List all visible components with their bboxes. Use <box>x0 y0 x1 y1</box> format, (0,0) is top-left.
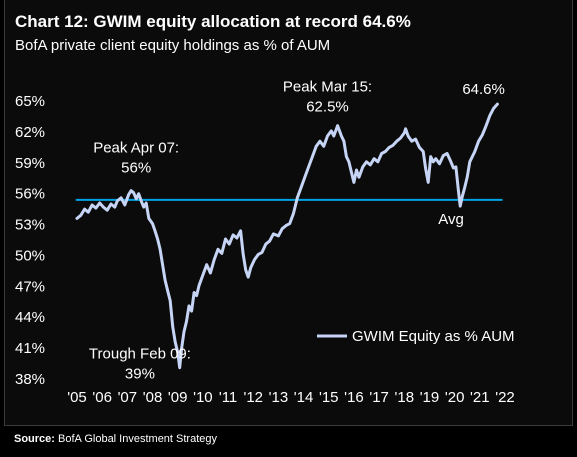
x-tick-label: '08 <box>143 389 163 406</box>
y-tick-label: 47% <box>15 278 45 295</box>
x-tick-label: '11 <box>219 389 237 406</box>
chart-svg: Chart 12: GWIM equity allocation at reco… <box>15 12 515 406</box>
x-tick-label: '17 <box>369 389 389 406</box>
chart-subtitle: BofA private client equity holdings as %… <box>15 37 330 54</box>
x-tick-label: '06 <box>92 389 112 406</box>
x-tick-label: '13 <box>269 389 289 406</box>
annotation-trough-feb09-label: Trough Feb 09: <box>89 346 191 363</box>
x-tick-label: '12 <box>243 389 263 406</box>
chart-title: Chart 12: GWIM equity allocation at reco… <box>15 12 411 31</box>
annotation-latest-value: 64.6% <box>462 81 505 98</box>
y-tick-label: 65% <box>15 93 45 110</box>
source-text: BofA Global Investment Strategy <box>58 433 218 445</box>
average-label: Avg <box>438 211 464 228</box>
y-axis-ticks: 38% 41% 44% 47% 50% 53% 56% 59% 62% 65% <box>15 93 45 388</box>
annotation-peak-apr07-value: 56% <box>121 160 151 177</box>
x-tick-label: '16 <box>344 389 364 406</box>
x-tick-label: '21 <box>470 389 490 406</box>
legend: GWIM Equity as % AUM <box>317 328 515 345</box>
x-axis-ticks: '05 '06 '07 '08 '09 '10 '11 '12 '13 '14 '15 '16 '17 '… <box>67 389 515 406</box>
annotation-peak-apr07-label: Peak Apr 07: <box>93 140 179 157</box>
x-tick-label: '19 <box>420 389 440 406</box>
y-tick-label: 50% <box>15 247 45 264</box>
annotation-peak-mar15-label: Peak Mar 15: <box>283 79 372 96</box>
source-note: Source: BofA Global Investment Strategy <box>14 433 217 445</box>
y-tick-label: 38% <box>15 371 45 388</box>
x-tick-label: '20 <box>445 389 465 406</box>
y-tick-label: 56% <box>15 186 45 203</box>
x-tick-label: '14 <box>294 389 314 406</box>
y-tick-label: 53% <box>15 217 45 234</box>
x-tick-label: '18 <box>395 389 415 406</box>
x-tick-label: '22 <box>495 389 515 406</box>
y-tick-label: 59% <box>15 155 45 172</box>
annotation-trough-feb09-value: 39% <box>125 366 155 383</box>
x-tick-label: '15 <box>319 389 339 406</box>
x-tick-label: '09 <box>168 389 188 406</box>
y-tick-label: 62% <box>15 124 45 141</box>
x-tick-label: '10 <box>193 389 213 406</box>
y-tick-label: 44% <box>15 309 45 326</box>
legend-label: GWIM Equity as % AUM <box>352 328 515 345</box>
y-tick-label: 41% <box>15 340 45 357</box>
chart-panel: Chart 12: GWIM equity allocation at reco… <box>4 0 573 426</box>
x-tick-label: '07 <box>118 389 138 406</box>
series-line-gwim-equity <box>75 102 499 370</box>
x-tick-label: '05 <box>67 389 87 406</box>
source-key: Source: <box>14 433 55 445</box>
annotation-peak-mar15-value: 62.5% <box>306 99 349 116</box>
